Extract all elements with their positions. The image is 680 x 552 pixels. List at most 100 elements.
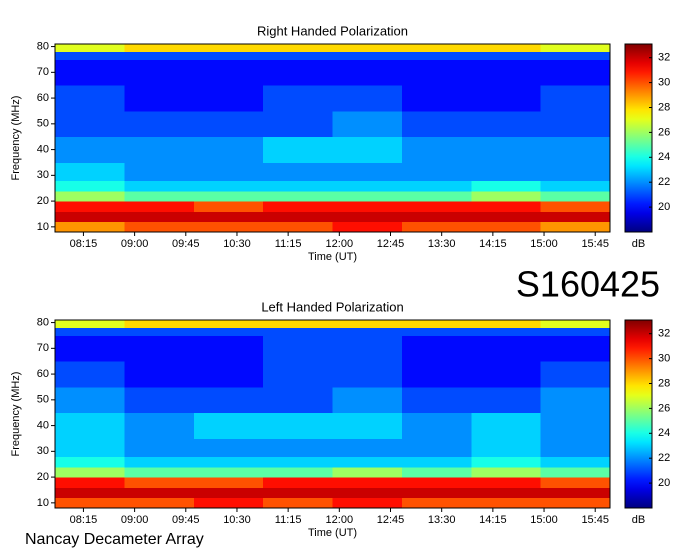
x-tick-label: 08:15 (70, 514, 98, 526)
heatmap-cell (332, 361, 403, 388)
heatmap-cell (263, 320, 333, 329)
heatmap-cell (540, 51, 611, 60)
x-tick-label: 15:45 (581, 238, 609, 250)
heatmap-cell (471, 320, 542, 329)
heatmap-cell (124, 110, 195, 138)
x-axis-label: Time (UT) (308, 251, 357, 263)
x-axis-label: Time (UT) (308, 527, 357, 539)
heatmap-cell (401, 110, 472, 138)
heatmap-cell (540, 477, 611, 488)
heatmap-cell (55, 180, 125, 192)
heatmap-cell (540, 180, 611, 192)
heatmap-cell (540, 487, 611, 499)
heatmap-cell (124, 487, 195, 499)
heatmap-cell (471, 412, 542, 439)
heatmap-cell (332, 44, 403, 53)
y-tick-label: 40 (37, 419, 49, 431)
heatmap-cell (124, 438, 195, 457)
y-axis-label: Frequency (MHz) (10, 96, 22, 181)
heatmap-cell (471, 51, 542, 60)
colorbar-tick-label: 26 (658, 126, 670, 138)
colorbar-tick-label: 26 (658, 402, 670, 414)
heatmap-cell (540, 162, 611, 181)
heatmap-cell (540, 497, 611, 509)
x-tick-label: 12:45 (377, 514, 405, 526)
heatmap-cell (332, 327, 403, 336)
heatmap-cell (193, 497, 264, 509)
heatmap-cell (55, 335, 125, 362)
heatmap-cell (263, 201, 333, 212)
colorbar-label: dB (632, 514, 645, 526)
heatmap-cell (263, 51, 333, 60)
y-tick-label: 20 (37, 471, 49, 483)
heatmap-cell (332, 136, 403, 163)
colorbar (624, 319, 653, 509)
heatmap-cell (124, 180, 195, 192)
heatmap-cell (332, 162, 403, 181)
colorbar-tick-label: 24 (658, 427, 670, 439)
heatmap-cell (471, 487, 542, 499)
heatmap-cell (55, 190, 125, 202)
heatmap-cell (471, 386, 542, 414)
heatmap-cell (332, 456, 403, 468)
y-tick-label: 70 (37, 342, 49, 354)
colorbar-label: dB (632, 238, 645, 250)
x-tick-label: 09:45 (172, 514, 200, 526)
heatmap-cell (263, 487, 333, 499)
heatmap-cell (55, 201, 125, 212)
heatmap-cell (263, 110, 333, 138)
heatmap-cell (401, 201, 472, 212)
heatmap-cell (332, 438, 403, 457)
heatmap-cell (401, 477, 472, 488)
heatmap-cell (124, 162, 195, 181)
heatmap-cell (193, 487, 264, 499)
heatmap-cell (471, 44, 542, 53)
heatmap-cell (55, 59, 125, 86)
heatmap-cell (540, 44, 611, 53)
heatmap-cell (124, 466, 195, 478)
heatmap-cell (540, 211, 611, 223)
plot-frame (54, 43, 611, 233)
x-tick-label: 13:30 (428, 238, 456, 250)
colorbar-tick-label: 22 (658, 176, 670, 188)
heatmap-cell (540, 327, 611, 336)
heatmap-cell (401, 335, 472, 362)
heatmap-cell (401, 190, 472, 202)
heatmap-cell (124, 320, 195, 329)
heatmap-cell (263, 59, 333, 86)
heatmap-cell (471, 456, 542, 468)
heatmap-cell (263, 335, 333, 362)
footer: Nancay Decameter Array (25, 531, 204, 548)
heatmap-cell (263, 221, 333, 233)
heatmap-cell (540, 59, 611, 86)
x-tick-label: 15:00 (530, 238, 558, 250)
heatmap-cell (332, 221, 403, 233)
heatmap-cell (401, 497, 472, 509)
x-tick-label: 12:45 (377, 238, 405, 250)
heatmap-cell (332, 335, 403, 362)
chart-title: Left Handed Polarization (261, 299, 403, 314)
heatmap-cell (332, 386, 403, 414)
x-tick-label: 12:00 (326, 514, 354, 526)
colorbar-tick-label: 20 (658, 201, 670, 213)
heatmap-cell (332, 85, 403, 112)
heatmap-cell (124, 497, 195, 509)
heatmap-cell (471, 221, 542, 233)
heatmap-cell (193, 438, 264, 457)
heatmap-cell (55, 162, 125, 181)
colorbar-tick-label: 24 (658, 151, 670, 163)
heatmap-cell (55, 327, 125, 336)
heatmap-cell (193, 361, 264, 388)
heatmap-cell (193, 466, 264, 478)
heatmap-cell (540, 456, 611, 468)
heatmap-cell (401, 85, 472, 112)
heatmap-cell (540, 85, 611, 112)
heatmap-cell (193, 456, 264, 468)
heatmap-cell (55, 487, 125, 499)
heatmap-cell (55, 361, 125, 388)
heatmap-cell (471, 477, 542, 488)
x-tick-label: 10:30 (223, 238, 251, 250)
heatmap-cell (540, 361, 611, 388)
x-tick-label: 13:30 (428, 514, 456, 526)
